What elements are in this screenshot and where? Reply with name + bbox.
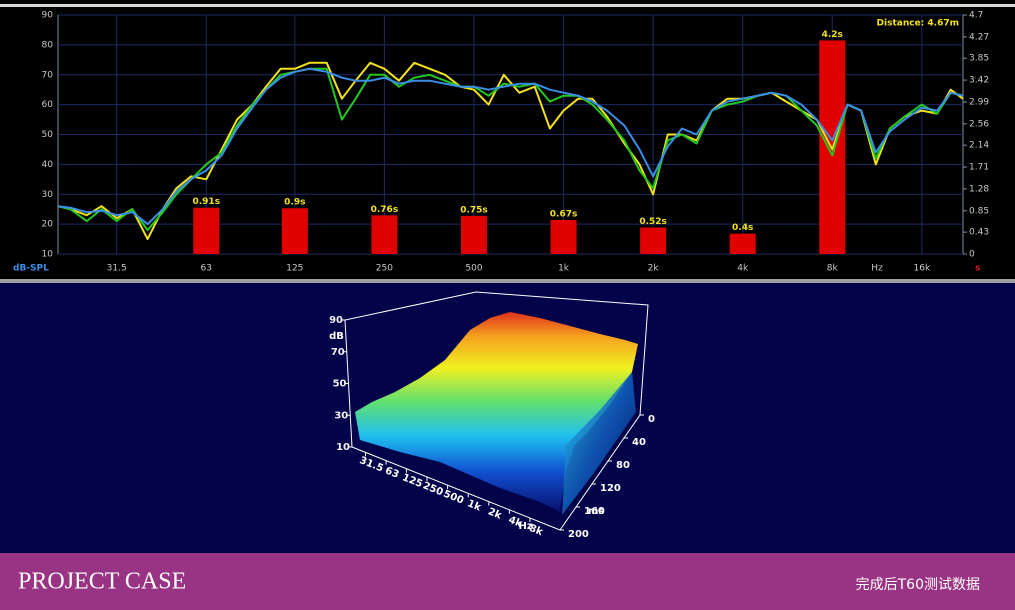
- x-axis-unit: Hz: [519, 521, 533, 532]
- y-tick-label: 120: [600, 483, 621, 494]
- x-tick-label: 31.5: [107, 264, 127, 274]
- x-tick-label: 2k: [486, 506, 503, 521]
- y-tick-label: 160: [584, 506, 605, 517]
- y-tick-label: 60: [42, 100, 54, 110]
- x-tick-label: 2k: [648, 264, 660, 274]
- annotation: Distance: 4.67m: [877, 19, 959, 29]
- x-tick-label: 63: [383, 465, 400, 480]
- z-axis-unit: dB: [329, 331, 344, 342]
- bar-label: 0.76s: [371, 205, 399, 215]
- y-tick-label: 20: [42, 220, 54, 230]
- y2-tick-label: 2.99: [969, 97, 989, 107]
- x-tick-label: 1k: [466, 498, 483, 513]
- y-tick-label: 30: [42, 190, 54, 200]
- y2-tick-label: 3.42: [969, 76, 989, 86]
- top-border: [0, 4, 1015, 7]
- y2-axis-label: s: [975, 264, 980, 274]
- bar-label: 0.75s: [460, 205, 488, 215]
- y-tick-label: 70: [42, 70, 54, 80]
- divider: [0, 279, 1015, 283]
- y-tick-label: 200: [568, 529, 589, 540]
- bar-label: 0.9s: [284, 198, 305, 208]
- y2-tick-label: 0.43: [969, 228, 989, 238]
- z-tick-label: 90: [329, 315, 343, 326]
- bar: [729, 233, 756, 254]
- x-axis-unit: Hz: [871, 264, 883, 274]
- banner-caption: 完成后T60测试数据: [856, 577, 980, 593]
- y2-tick-label: 2.14: [969, 141, 989, 151]
- y-axis-label: dB-SPL: [13, 264, 49, 274]
- y-tick-label: 90: [42, 11, 54, 21]
- y2-tick-label: 4.27: [969, 32, 989, 42]
- y2-tick-label: 1.71: [969, 163, 989, 173]
- z-tick-label: 10: [336, 442, 350, 453]
- banner-title: PROJECT CASE: [18, 569, 186, 595]
- banner: [0, 553, 1015, 610]
- y-tick-label: 10: [42, 250, 54, 260]
- y2-tick-label: 4.7: [969, 11, 983, 21]
- bar: [640, 227, 667, 254]
- bar: [193, 207, 220, 254]
- bar: [371, 215, 398, 254]
- y-tick-label: 50: [42, 130, 54, 140]
- waterfall-surface: [355, 312, 638, 515]
- y2-tick-label: 0.85: [969, 206, 989, 216]
- surface-face: [562, 372, 636, 515]
- x-tick-label: 4k: [737, 264, 749, 274]
- bar-label: 0.91s: [192, 197, 220, 207]
- bar: [281, 208, 308, 254]
- x-tick-label: 8k: [527, 523, 544, 538]
- bar: [460, 215, 487, 254]
- z-tick-label: 50: [333, 379, 347, 390]
- bar-label: 0.52s: [639, 217, 667, 227]
- y-tick-label: 80: [42, 40, 54, 50]
- bar-label: 0.4s: [732, 223, 753, 233]
- bar: [550, 219, 577, 254]
- bar-label: 0.67s: [550, 209, 578, 219]
- x-tick-label: 8k: [827, 264, 839, 274]
- y-axis-unit: ms: [588, 506, 604, 517]
- x-tick-label: 63: [201, 264, 212, 274]
- y-tick-label: 80: [616, 460, 630, 471]
- x-tick-label: 1k: [558, 264, 570, 274]
- y-tick-label: 0: [648, 414, 655, 425]
- y2-tick-label: 2.56: [969, 119, 989, 129]
- y2-tick-label: 3.85: [969, 54, 989, 64]
- x-tick-label: 500: [465, 264, 482, 274]
- x-tick-label: 125: [286, 264, 303, 274]
- response-line: [57, 67, 964, 226]
- y-tick-label: 40: [632, 437, 646, 448]
- y2-tick-label: 0: [969, 250, 975, 260]
- y2-tick-label: 1.28: [969, 184, 989, 194]
- x-tick-label: 4k: [507, 515, 524, 530]
- z-tick-label: 70: [331, 347, 345, 358]
- x-tick-label: 16k: [914, 264, 931, 274]
- bar-label: 4.2s: [822, 30, 843, 40]
- z-tick-label: 30: [334, 410, 348, 421]
- x-tick-label: 250: [376, 264, 393, 274]
- y-tick-label: 40: [42, 160, 54, 170]
